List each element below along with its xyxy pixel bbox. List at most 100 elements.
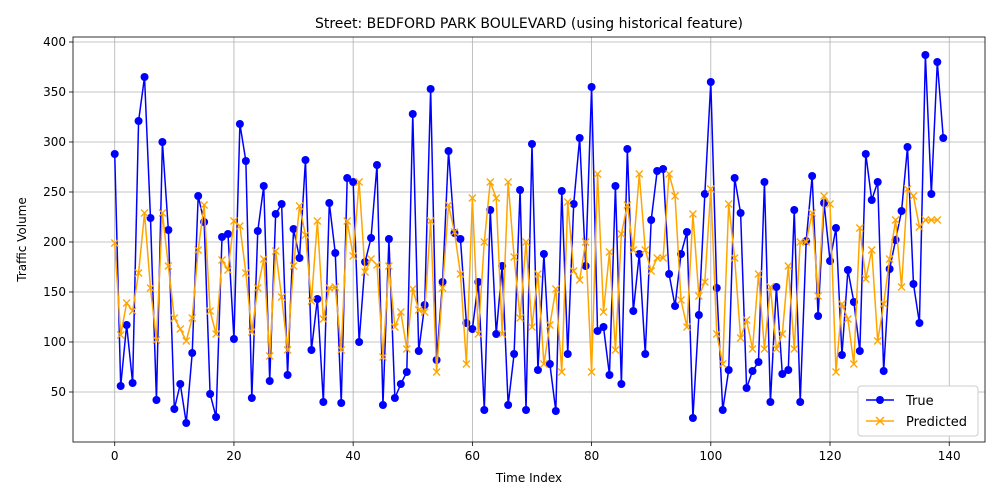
data-point-predicted: [301, 231, 310, 239]
data-point-true: [194, 192, 203, 200]
data-point-predicted: [706, 185, 715, 193]
data-point-predicted: [313, 217, 322, 225]
y-tick-label: 50: [51, 385, 66, 399]
data-point-true: [581, 262, 590, 270]
data-point-true: [313, 295, 322, 303]
data-point-predicted: [921, 216, 930, 224]
y-axis-title: Traffic Volume: [15, 197, 29, 283]
x-tick-label: 100: [699, 449, 722, 463]
legend: True Predicted: [857, 385, 979, 437]
data-point-true: [623, 145, 632, 153]
data-point-predicted: [724, 200, 733, 208]
data-point-predicted: [718, 360, 727, 368]
data-point-predicted: [593, 170, 602, 178]
data-point-true: [337, 399, 346, 407]
data-point-predicted: [438, 284, 447, 292]
data-point-predicted: [641, 246, 650, 254]
legend-predicted-label: Predicted: [906, 415, 967, 430]
data-point-true: [331, 249, 340, 257]
data-point-true: [617, 380, 626, 388]
data-point-predicted: [235, 222, 244, 230]
data-point-predicted: [867, 246, 876, 254]
data-point-predicted: [694, 292, 703, 300]
data-point-true: [235, 120, 244, 128]
data-point-predicted: [474, 330, 483, 338]
data-point-predicted: [617, 230, 626, 238]
data-point-predicted: [390, 323, 399, 331]
data-point-true: [873, 178, 882, 186]
y-tick-label: 150: [43, 285, 66, 299]
data-point-predicted: [683, 323, 691, 331]
data-point-true: [414, 347, 423, 355]
data-point-predicted: [671, 192, 679, 200]
data-point-true: [796, 398, 805, 406]
data-point-predicted: [396, 308, 405, 316]
data-point-true: [772, 283, 781, 291]
data-point-predicted: [212, 330, 221, 338]
data-point-predicted: [814, 292, 823, 300]
data-point-true: [516, 186, 525, 194]
data-point-true: [921, 51, 930, 59]
data-point-true: [426, 85, 435, 93]
data-point-true: [730, 174, 739, 182]
data-point-predicted: [903, 185, 912, 193]
data-point-true: [259, 182, 268, 190]
x-tick-label: 60: [465, 449, 480, 463]
data-point-true: [742, 384, 751, 392]
data-point-true: [915, 319, 924, 327]
x-tick-label: 40: [346, 449, 361, 463]
y-tick-label: 200: [43, 235, 66, 249]
data-point-true: [146, 214, 155, 222]
data-point-predicted: [897, 283, 906, 291]
x-axis-title: Time Index: [495, 471, 562, 485]
data-point-true: [933, 58, 942, 66]
series-group: [110, 51, 948, 427]
data-point-true: [814, 312, 823, 320]
data-point-predicted: [808, 209, 817, 217]
data-point-predicted: [170, 314, 179, 322]
legend-box: [857, 385, 979, 437]
data-point-true: [688, 414, 697, 422]
data-point-true: [533, 366, 542, 374]
data-point-predicted: [933, 216, 942, 224]
data-point-predicted: [188, 314, 197, 322]
data-point-predicted: [528, 323, 536, 331]
data-point-true: [283, 371, 292, 379]
data-point-predicted: [736, 334, 745, 342]
data-point-predicted: [855, 224, 864, 232]
data-point-predicted: [486, 178, 495, 186]
data-point-true: [140, 73, 149, 81]
data-point-true: [510, 350, 519, 358]
data-point-predicted: [688, 210, 697, 218]
data-point-true: [319, 398, 328, 406]
data-point-true: [837, 351, 846, 359]
data-point-predicted: [492, 194, 501, 202]
data-point-predicted: [468, 194, 477, 202]
data-point-predicted: [605, 248, 614, 256]
data-point-predicted: [349, 252, 358, 260]
data-point-predicted: [575, 276, 584, 284]
data-point-predicted: [909, 192, 918, 200]
data-point-true: [355, 338, 364, 346]
data-point-predicted: [647, 267, 656, 275]
data-point-true: [522, 406, 531, 414]
data-point-true: [188, 349, 197, 357]
data-point-predicted: [271, 247, 280, 255]
data-point-true: [700, 190, 709, 198]
data-point-predicted: [146, 284, 155, 292]
y-tick-label: 100: [43, 335, 66, 349]
data-point-predicted: [307, 297, 316, 305]
data-point-predicted: [241, 269, 250, 277]
data-point-predicted: [134, 269, 143, 277]
data-point-true: [122, 321, 131, 329]
data-point-predicted: [426, 217, 435, 225]
data-point-true: [766, 398, 775, 406]
data-point-predicted: [635, 170, 644, 178]
data-point-predicted: [384, 262, 393, 270]
data-point-true: [748, 367, 757, 375]
data-point-true: [373, 161, 381, 169]
data-point-predicted: [873, 337, 882, 345]
data-point-predicted: [116, 331, 125, 339]
data-point-predicted: [569, 267, 578, 275]
